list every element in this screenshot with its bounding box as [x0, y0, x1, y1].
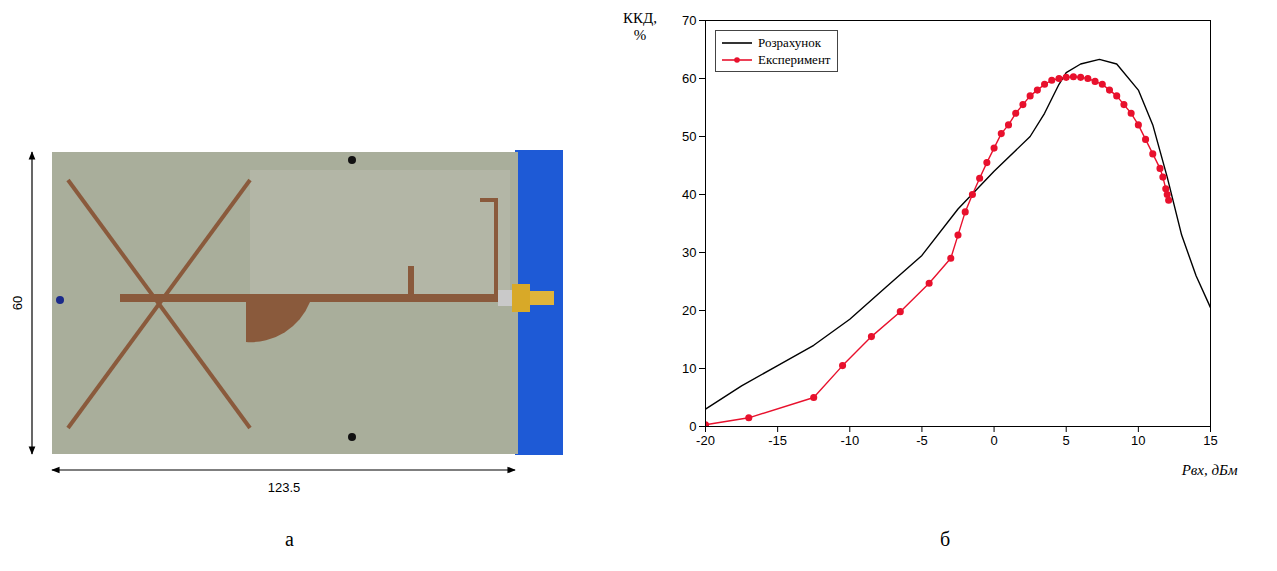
svg-text:0: 0 [689, 419, 696, 434]
svg-text:40: 40 [682, 187, 696, 202]
svg-text:20: 20 [682, 303, 696, 318]
svg-text:-15: -15 [768, 433, 787, 448]
svg-text:123.5: 123.5 [268, 480, 301, 495]
svg-text:-5: -5 [916, 433, 928, 448]
svg-text:50: 50 [682, 129, 696, 144]
svg-text:0: 0 [990, 433, 997, 448]
svg-text:5: 5 [1063, 433, 1070, 448]
svg-text:10: 10 [682, 361, 696, 376]
svg-text:10: 10 [1131, 433, 1145, 448]
html-text:ККД,: ККД, [623, 10, 657, 26]
svg-text:70: 70 [682, 13, 696, 28]
svg-text:30: 30 [682, 245, 696, 260]
svg-text:-20: -20 [696, 433, 715, 448]
svg-text:-10: -10 [840, 433, 859, 448]
html-text:Експеримент: Експеримент [758, 51, 831, 67]
html-text:б: б [940, 528, 951, 550]
svg-text:60: 60 [10, 296, 25, 310]
html-text:а: а [285, 528, 294, 550]
svg-text:Pвх, дБм: Pвх, дБм [1181, 462, 1238, 478]
svg-text:60: 60 [682, 71, 696, 86]
svg-text:15: 15 [1203, 433, 1217, 448]
html-text:Розрахунок: Розрахунок [758, 34, 822, 50]
